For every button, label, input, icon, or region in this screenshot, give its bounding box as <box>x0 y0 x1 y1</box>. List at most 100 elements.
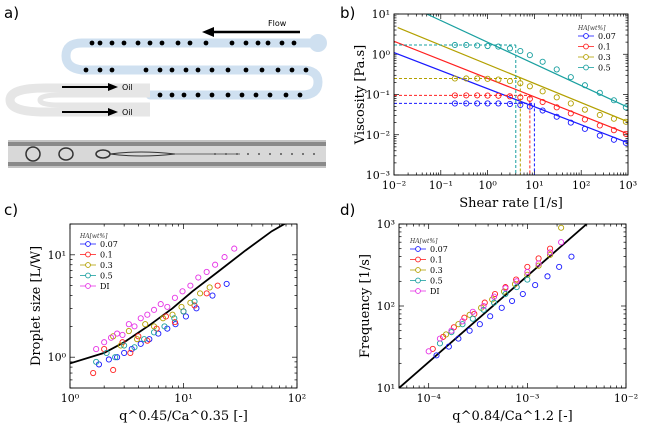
legend-marker-0.3 <box>85 262 91 268</box>
channel-droplet <box>109 40 115 46</box>
data-point-0.07 <box>463 100 470 107</box>
plot-area <box>399 224 588 388</box>
x-tick-label: 10⁻² <box>614 392 638 405</box>
legend-label-0.5: 0.5 <box>598 64 611 73</box>
y-tick-label: 10⁰ <box>372 48 391 61</box>
legend-label-0.1: 0.1 <box>100 251 113 260</box>
x-tick-label: 10³ <box>619 179 637 192</box>
data-point-0.1 <box>127 349 134 356</box>
data-point-0.07 <box>121 349 128 356</box>
data-point-0.5 <box>524 276 531 283</box>
data-point-0.07 <box>466 327 473 334</box>
channel-droplet <box>265 40 271 46</box>
data-point-0.07 <box>517 101 524 109</box>
data-point-0.3 <box>150 323 158 330</box>
data-point-0.3 <box>553 94 560 101</box>
data-point-0.07 <box>495 100 502 107</box>
data-point-0.1 <box>451 92 458 99</box>
data-point-0.1 <box>553 104 560 111</box>
data-point-0.07 <box>509 297 516 305</box>
oil-arrow-bottom <box>62 108 118 116</box>
data-point-0.5 <box>553 66 560 73</box>
channel-droplet <box>283 92 289 98</box>
data-point-0.5 <box>191 298 198 305</box>
legend-label-0.5: 0.5 <box>100 272 113 281</box>
data-point-0.3 <box>610 115 617 122</box>
channel-droplet <box>83 67 89 73</box>
channel-droplet <box>239 92 245 98</box>
channel-droplet <box>147 40 153 46</box>
x-tick-label: 10⁰ <box>61 392 80 405</box>
legend-marker-0.1 <box>85 251 91 258</box>
data-point-0.1 <box>90 369 97 377</box>
data-point-0.5 <box>517 48 524 55</box>
channel-droplet <box>229 40 235 46</box>
channel-droplet <box>225 67 231 73</box>
data-point-0.5 <box>469 315 476 322</box>
data-point-0.3 <box>506 78 513 85</box>
data-point-0.3 <box>535 262 542 269</box>
data-point-0.07 <box>567 119 574 126</box>
channel-droplet <box>209 67 215 73</box>
legend-marker-0.3 <box>415 267 421 273</box>
legend-label-0.3: 0.3 <box>598 53 611 62</box>
data-point-DI <box>164 303 171 310</box>
data-point-0.3 <box>117 342 124 349</box>
legend-label-0.3: 0.3 <box>100 261 113 270</box>
data-point-0.07 <box>544 273 551 280</box>
data-point-0.3 <box>443 331 450 338</box>
micro-dots <box>214 153 315 155</box>
data-point-0.5 <box>622 104 628 111</box>
plot-area <box>70 224 287 377</box>
data-point-0.1 <box>539 98 546 106</box>
legend-marker-0.3 <box>583 54 589 60</box>
legend-title: HA[wt%] <box>409 238 438 245</box>
micro-droplet <box>214 153 216 155</box>
data-point-0.1 <box>214 282 221 289</box>
fit-line-0.1 <box>394 40 628 135</box>
y-tick-label: 10⁰ <box>48 351 67 364</box>
data-point-0.5 <box>506 45 513 52</box>
data-point-0.3 <box>495 76 502 83</box>
axes-frame <box>393 13 629 176</box>
data-point-0.07 <box>581 125 588 132</box>
x-axis-label: Shear rate [1/s] <box>459 196 563 211</box>
panel-a: a) Flow Oil Oil <box>4 4 327 168</box>
channel-droplet <box>143 67 149 73</box>
data-point-0.3 <box>517 80 524 87</box>
channel-droplet <box>135 40 141 46</box>
data-point-0.3 <box>134 336 141 343</box>
data-point-0.07 <box>596 132 603 139</box>
data-point-DI <box>131 323 138 330</box>
data-point-0.3 <box>125 328 132 335</box>
axes-frame <box>69 223 298 389</box>
fit-line-0.07 <box>394 52 628 144</box>
y-axis-label: Viscosity [Pa.s] <box>353 45 368 146</box>
data-point-0.5 <box>567 74 574 81</box>
flow-arrow <box>202 27 300 37</box>
fit-line-0.3 <box>397 27 628 123</box>
channel-droplet <box>169 92 175 98</box>
channel-droplet <box>169 67 175 73</box>
data-point-0.1 <box>461 314 468 321</box>
y-tick-label: 10² <box>377 300 395 313</box>
legend-marker-0.5 <box>583 64 589 71</box>
data-point-0.5 <box>526 52 533 59</box>
channel-outlet <box>309 34 327 52</box>
panel-d-label: d) <box>340 201 355 219</box>
data-point-0.07 <box>474 100 481 107</box>
data-point-0.1 <box>547 245 554 252</box>
legend-label-0.07: 0.07 <box>100 240 118 249</box>
data-point-0.1 <box>526 95 533 102</box>
x-tick-label: 10² <box>572 179 590 192</box>
data-point-0.3 <box>526 83 533 90</box>
data-point-0.5 <box>610 97 617 104</box>
data-point-0.1 <box>144 337 151 344</box>
data-point-DI <box>448 327 455 334</box>
fit-line-0.5 <box>426 14 628 108</box>
oil-label-bottom: Oil <box>122 108 133 117</box>
axis-ticks <box>393 13 629 176</box>
data-point-0.3 <box>558 224 565 231</box>
channel-droplet <box>243 67 249 73</box>
data-point-0.5 <box>459 321 466 328</box>
